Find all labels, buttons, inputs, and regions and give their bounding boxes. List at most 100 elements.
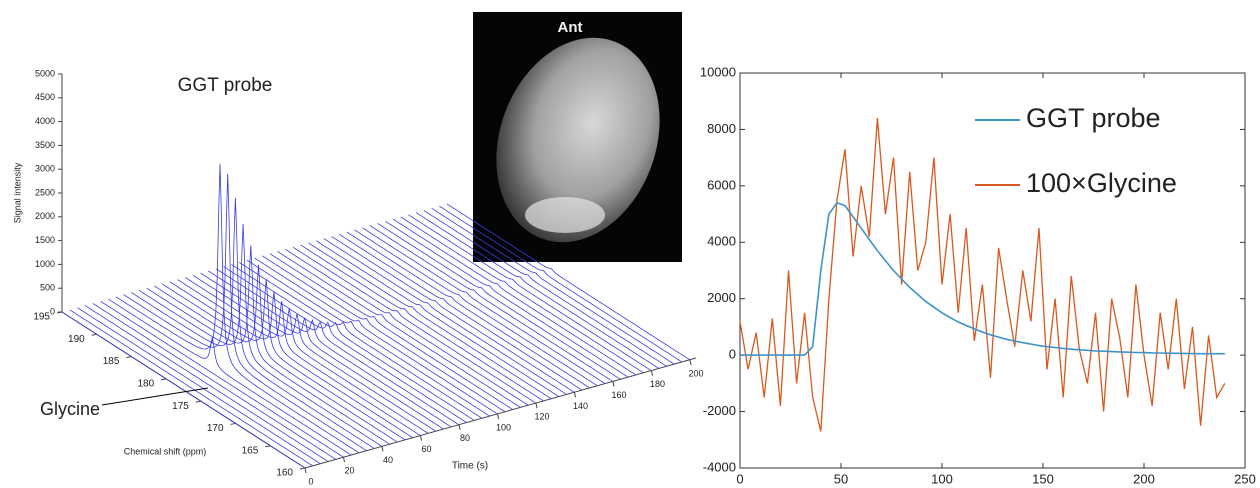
spectrum-trace	[223, 266, 467, 423]
spectrum-trace	[192, 274, 437, 432]
z-tick-label: 3000	[35, 164, 55, 174]
spectrum-trace	[400, 216, 645, 374]
spectrum-trace	[169, 281, 413, 439]
z-tick-label: 4000	[35, 116, 55, 126]
spectrum-trace	[177, 279, 421, 436]
spectrum-trace	[61, 311, 306, 469]
y-tick-label: -4000	[703, 459, 736, 474]
spectrum-trace	[385, 220, 629, 378]
x-tick-label: 250	[1234, 471, 1256, 486]
z-tick-label: 1500	[35, 235, 55, 245]
mri-image: Ant	[473, 12, 682, 262]
x-tick-label: 160	[611, 390, 626, 400]
spectrum-trace	[246, 259, 491, 417]
spectrum-trace	[415, 212, 660, 369]
x-tick-label: 180	[650, 379, 665, 389]
spectrum-trace	[115, 163, 360, 454]
spectrum-trace	[92, 303, 337, 460]
y-tick	[230, 422, 236, 425]
spectrum-trace	[277, 251, 521, 408]
legend-label: 100×Glycine	[1026, 168, 1177, 198]
spectrum-trace	[369, 225, 614, 382]
x-tick-label: 120	[534, 412, 549, 422]
line-chart: -4000 -2000 0 2000 4000 6000 8000 10000 0 50 100 15…	[700, 64, 1256, 486]
z-tick-label: 1000	[35, 259, 55, 269]
y-tick-label: 165	[242, 445, 259, 456]
spectrum-trace	[431, 207, 675, 365]
x-tick-label: 140	[573, 401, 588, 411]
legend-label: GGT probe	[1026, 103, 1161, 133]
annotation: Glycine	[40, 399, 100, 419]
spectrum-trace	[423, 210, 668, 367]
spectrum-trace	[254, 257, 498, 415]
y-tick	[161, 378, 167, 381]
spectrum-trace	[184, 277, 429, 434]
y-tick-label: 175	[172, 401, 189, 412]
waterfall-chart: 0500100015002000250030003500400045005000…	[12, 68, 703, 486]
x-tick-label: 100	[931, 471, 953, 486]
x-tick-label: 60	[421, 444, 431, 454]
y-tick	[56, 311, 63, 314]
y-tick	[195, 400, 201, 403]
organ-bright-region	[525, 197, 605, 233]
spectrum-trace	[300, 244, 544, 402]
spectrum-trace	[308, 242, 552, 400]
series-line	[739, 118, 1226, 432]
spectrum-trace	[323, 238, 568, 395]
spectrum-trace	[123, 173, 367, 452]
organ	[496, 37, 660, 243]
x-tick-label: 200	[1133, 471, 1155, 486]
y-tick-label: 185	[103, 356, 120, 367]
z-axis-label: Signal intensity	[12, 162, 22, 223]
y-tick-label: 180	[137, 378, 154, 389]
spectrum-trace	[362, 227, 606, 385]
spectrum-trace	[446, 203, 691, 361]
y-tick-label: 6000	[707, 177, 736, 192]
x-tick	[689, 359, 692, 366]
spectrum-trace	[238, 261, 483, 419]
x-tick	[381, 446, 384, 452]
spectrum-trace	[215, 268, 460, 426]
spectrum-trace	[315, 240, 560, 398]
series-line	[740, 201, 1225, 356]
x-axis-label: Time (s)	[452, 461, 488, 472]
y-tick	[91, 333, 97, 336]
y-tick	[299, 467, 306, 470]
spectrum-trace	[69, 309, 313, 467]
x-tick	[651, 370, 653, 376]
z-tick-label: 4500	[35, 92, 55, 102]
spectrum-trace	[354, 229, 598, 387]
spectrum-trace	[107, 298, 352, 456]
spectrum-trace	[138, 223, 383, 447]
x-tick	[535, 403, 538, 409]
y-tick-label: 160	[276, 468, 293, 479]
spectrum-trace	[377, 223, 621, 380]
spectrum-trace	[231, 264, 475, 421]
x-tick-label: 80	[460, 433, 470, 443]
z-tick-label: 3500	[35, 140, 55, 150]
y-tick-label: 0	[729, 347, 736, 362]
z-tick-label: 2500	[35, 187, 55, 197]
spectrum-trace	[146, 245, 390, 445]
image-label: Ant	[558, 19, 583, 36]
x-tick-label: 40	[383, 455, 393, 465]
spectrum-trace	[331, 236, 575, 393]
x-tick-label: 100	[496, 422, 511, 432]
y-tick-label: 4000	[707, 234, 736, 249]
x-tick	[497, 413, 499, 420]
y-tick-label: 10000	[700, 64, 736, 79]
annotation-pointer	[101, 387, 209, 406]
spectrum-trace	[131, 197, 375, 449]
spectrum-trace	[285, 249, 529, 406]
spectrum-trace	[346, 231, 591, 389]
x-tick-label: 0	[308, 476, 313, 486]
plot-frame	[739, 72, 1246, 469]
x-tick-label: 20	[344, 466, 354, 476]
spectrum-trace	[408, 214, 652, 372]
x-tick	[458, 424, 461, 430]
z-tick-label: 2000	[35, 211, 55, 221]
y-tick	[126, 356, 132, 359]
y-tick-label: 195	[33, 312, 50, 323]
z-tick-label: 5000	[35, 68, 55, 78]
x-tick-label: 50	[834, 471, 848, 486]
